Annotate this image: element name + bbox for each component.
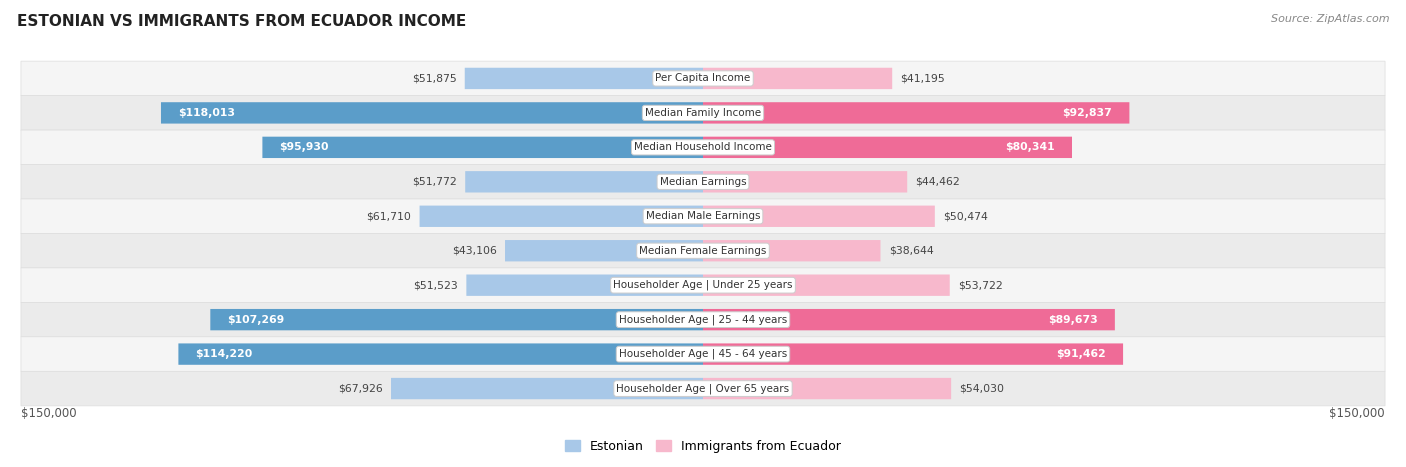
Text: Householder Age | 25 - 44 years: Householder Age | 25 - 44 years	[619, 314, 787, 325]
FancyBboxPatch shape	[505, 240, 703, 262]
Text: $54,030: $54,030	[959, 383, 1004, 394]
Text: Source: ZipAtlas.com: Source: ZipAtlas.com	[1271, 14, 1389, 24]
Text: $43,106: $43,106	[451, 246, 496, 256]
FancyBboxPatch shape	[21, 234, 1385, 268]
FancyBboxPatch shape	[703, 343, 1123, 365]
Text: Householder Age | Under 25 years: Householder Age | Under 25 years	[613, 280, 793, 290]
Text: $95,930: $95,930	[280, 142, 329, 152]
Text: $67,926: $67,926	[337, 383, 382, 394]
FancyBboxPatch shape	[391, 378, 703, 399]
Text: $53,722: $53,722	[957, 280, 1002, 290]
FancyBboxPatch shape	[21, 337, 1385, 371]
Text: $92,837: $92,837	[1063, 108, 1112, 118]
FancyBboxPatch shape	[21, 371, 1385, 406]
FancyBboxPatch shape	[703, 68, 893, 89]
Text: $51,523: $51,523	[413, 280, 458, 290]
FancyBboxPatch shape	[703, 171, 907, 192]
Text: $50,474: $50,474	[943, 211, 988, 221]
Text: ESTONIAN VS IMMIGRANTS FROM ECUADOR INCOME: ESTONIAN VS IMMIGRANTS FROM ECUADOR INCO…	[17, 14, 467, 29]
Text: $118,013: $118,013	[179, 108, 235, 118]
Text: Median Male Earnings: Median Male Earnings	[645, 211, 761, 221]
FancyBboxPatch shape	[419, 205, 703, 227]
Text: $51,772: $51,772	[412, 177, 457, 187]
FancyBboxPatch shape	[21, 61, 1385, 96]
Text: Per Capita Income: Per Capita Income	[655, 73, 751, 84]
FancyBboxPatch shape	[160, 102, 703, 124]
Legend: Estonian, Immigrants from Ecuador: Estonian, Immigrants from Ecuador	[560, 435, 846, 458]
FancyBboxPatch shape	[703, 275, 949, 296]
FancyBboxPatch shape	[703, 309, 1115, 330]
Text: $38,644: $38,644	[889, 246, 934, 256]
Text: $91,462: $91,462	[1056, 349, 1107, 359]
FancyBboxPatch shape	[703, 240, 880, 262]
Text: Median Household Income: Median Household Income	[634, 142, 772, 152]
FancyBboxPatch shape	[703, 137, 1071, 158]
FancyBboxPatch shape	[465, 171, 703, 192]
Text: $150,000: $150,000	[1330, 407, 1385, 420]
Text: $44,462: $44,462	[915, 177, 960, 187]
Text: $51,875: $51,875	[412, 73, 457, 84]
FancyBboxPatch shape	[263, 137, 703, 158]
Text: $41,195: $41,195	[900, 73, 945, 84]
FancyBboxPatch shape	[21, 268, 1385, 303]
FancyBboxPatch shape	[21, 130, 1385, 165]
FancyBboxPatch shape	[179, 343, 703, 365]
FancyBboxPatch shape	[21, 199, 1385, 234]
Text: Median Earnings: Median Earnings	[659, 177, 747, 187]
FancyBboxPatch shape	[21, 164, 1385, 199]
FancyBboxPatch shape	[21, 96, 1385, 130]
FancyBboxPatch shape	[703, 378, 950, 399]
Text: $80,341: $80,341	[1005, 142, 1054, 152]
FancyBboxPatch shape	[703, 102, 1129, 124]
Text: Householder Age | Over 65 years: Householder Age | Over 65 years	[616, 383, 790, 394]
FancyBboxPatch shape	[21, 302, 1385, 337]
FancyBboxPatch shape	[211, 309, 703, 330]
Text: Median Female Earnings: Median Female Earnings	[640, 246, 766, 256]
FancyBboxPatch shape	[703, 205, 935, 227]
Text: $107,269: $107,269	[228, 315, 285, 325]
Text: $150,000: $150,000	[21, 407, 76, 420]
Text: $89,673: $89,673	[1047, 315, 1098, 325]
Text: Householder Age | 45 - 64 years: Householder Age | 45 - 64 years	[619, 349, 787, 359]
Text: $61,710: $61,710	[367, 211, 412, 221]
Text: Median Family Income: Median Family Income	[645, 108, 761, 118]
Text: $114,220: $114,220	[195, 349, 253, 359]
FancyBboxPatch shape	[467, 275, 703, 296]
FancyBboxPatch shape	[465, 68, 703, 89]
